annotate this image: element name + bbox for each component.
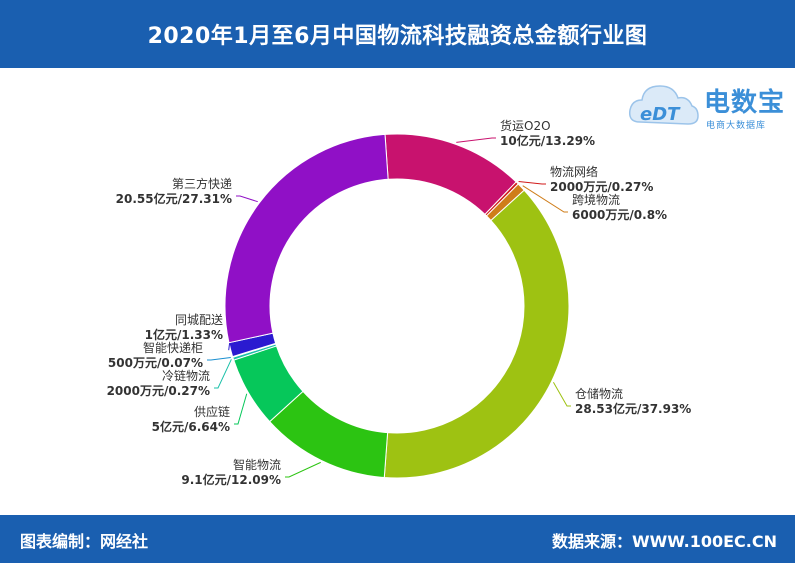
slice-name-label: 物流网络 — [550, 164, 598, 179]
slice-value-label: 9.1亿元/12.09% — [181, 472, 281, 487]
donut-chart: 货运O2O10亿元/13.29%物流网络2000万元/0.27%跨境物流6000… — [107, 118, 692, 487]
footer-source: 数据来源：WWW.100EC.CN — [551, 532, 777, 551]
slice-name-label: 仓储物流 — [575, 386, 623, 401]
slice-name-label: 智能快递柜 — [143, 340, 203, 355]
logo-mark: eDT — [640, 104, 681, 125]
donut-slice — [383, 189, 570, 479]
slice-value-label: 10亿元/13.29% — [500, 133, 595, 148]
logo-brand: 电数宝 — [704, 88, 786, 118]
chart-area: 货运O2O 10亿元/13.29% 物流网络 2000万元/0.27% 跨境物流 6000… — [0, 68, 795, 515]
slice-value-label: 6000万元/0.8% — [572, 208, 667, 222]
slice-name-label: 跨境物流 — [572, 192, 620, 207]
leader-line — [214, 359, 232, 389]
leader-line — [234, 393, 248, 425]
leader-line — [552, 381, 571, 407]
leader-line — [522, 185, 568, 213]
slice-value-label: 1亿元/1.33% — [145, 327, 223, 342]
page-title: 2020年1月至6月中国物流科技融资总金额行业图 — [147, 24, 648, 49]
logo: eDT 电数宝 电商大数据库 — [626, 76, 791, 136]
footer-bar: 图表编制：网经社 数据来源：WWW.100EC.CN — [0, 515, 795, 563]
logo-subtitle: 电商大数据库 — [706, 121, 767, 131]
leader-line — [456, 137, 496, 143]
slice-name-label: 第三方快递 — [172, 176, 232, 191]
slice-value-label: 500万元/0.07% — [108, 356, 203, 370]
leader-line — [285, 461, 321, 478]
donut-slice — [224, 133, 389, 344]
cloud-logo-icon: eDT — [628, 85, 699, 125]
slice-name-label: 冷链物流 — [162, 368, 210, 383]
leader-line — [236, 195, 258, 203]
leader-line — [207, 357, 231, 361]
slice-name-label: 货运O2O — [500, 118, 551, 133]
title-bar: 2020年1月至6月中国物流科技融资总金额行业图 — [0, 0, 795, 68]
slice-value-label: 2000万元/0.27% — [107, 384, 210, 398]
footer-credit: 图表编制：网经社 — [20, 532, 149, 551]
slice-value-label: 20.55亿元/27.31% — [116, 191, 232, 206]
leader-line — [518, 181, 546, 185]
slice-name-label: 智能物流 — [233, 457, 281, 472]
slice-value-label: 28.53亿元/37.93% — [575, 401, 691, 416]
slice-value-label: 2000万元/0.27% — [550, 180, 653, 194]
slice-name-label: 同城配送 — [175, 312, 223, 327]
slice-value-label: 5亿元/6.64% — [152, 419, 230, 434]
slice-name-label: 供应链 — [194, 404, 230, 419]
